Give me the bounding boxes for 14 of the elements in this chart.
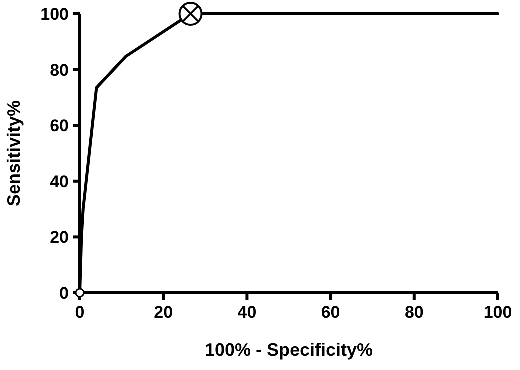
y-tick-label: 100 <box>40 5 69 24</box>
x-tick-label: 60 <box>321 303 340 322</box>
x-tick-label: 40 <box>238 303 257 322</box>
y-tick-label: 0 <box>60 284 69 303</box>
y-tick-label: 60 <box>50 116 69 136</box>
x-axis-title: 100% - Specificity% <box>204 340 374 360</box>
x-tick-label: 20 <box>154 303 174 322</box>
y-tick-label: 40 <box>50 172 69 192</box>
x-tick-label: 100 <box>484 303 512 322</box>
y-axis-title: Sensitivity% <box>4 100 24 207</box>
x-tick-label: 0 <box>75 303 85 322</box>
y-tick-label: 20 <box>50 228 69 248</box>
x-tick-label: 80 <box>404 303 424 322</box>
y-tick-label: 80 <box>50 60 69 80</box>
